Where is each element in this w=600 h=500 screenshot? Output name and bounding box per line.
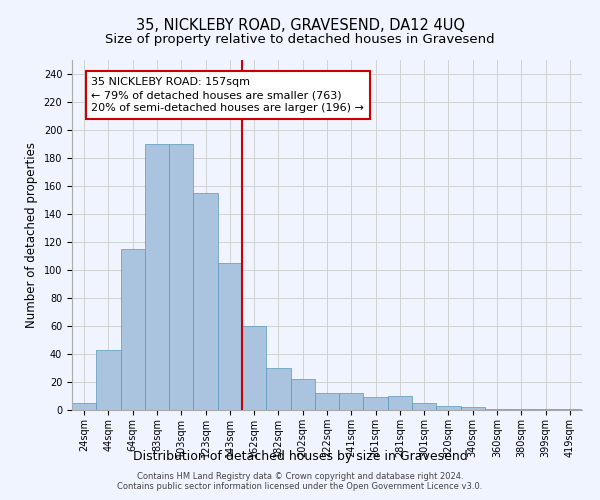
- Bar: [364, 398, 388, 410]
- Bar: [218, 263, 242, 410]
- Bar: [266, 368, 290, 410]
- Text: 35 NICKLEBY ROAD: 157sqm
← 79% of detached houses are smaller (763)
20% of semi-: 35 NICKLEBY ROAD: 157sqm ← 79% of detach…: [91, 77, 364, 113]
- Bar: [461, 407, 485, 410]
- Text: Contains HM Land Registry data © Crown copyright and database right 2024.: Contains HM Land Registry data © Crown c…: [137, 472, 463, 481]
- Text: Distribution of detached houses by size in Gravesend: Distribution of detached houses by size …: [133, 450, 467, 463]
- Bar: [96, 350, 121, 410]
- Bar: [169, 144, 193, 410]
- Bar: [388, 396, 412, 410]
- Bar: [193, 193, 218, 410]
- Bar: [290, 379, 315, 410]
- Bar: [145, 144, 169, 410]
- Text: Contains public sector information licensed under the Open Government Licence v3: Contains public sector information licen…: [118, 482, 482, 491]
- Bar: [533, 408, 558, 410]
- Bar: [315, 393, 339, 410]
- Bar: [72, 403, 96, 410]
- Bar: [339, 393, 364, 410]
- Bar: [485, 408, 509, 410]
- Bar: [242, 326, 266, 410]
- Text: Size of property relative to detached houses in Gravesend: Size of property relative to detached ho…: [105, 32, 495, 46]
- Bar: [436, 406, 461, 410]
- Bar: [558, 408, 582, 410]
- Text: 35, NICKLEBY ROAD, GRAVESEND, DA12 4UQ: 35, NICKLEBY ROAD, GRAVESEND, DA12 4UQ: [136, 18, 464, 32]
- Bar: [412, 403, 436, 410]
- Bar: [121, 249, 145, 410]
- Bar: [509, 408, 533, 410]
- Y-axis label: Number of detached properties: Number of detached properties: [25, 142, 38, 328]
